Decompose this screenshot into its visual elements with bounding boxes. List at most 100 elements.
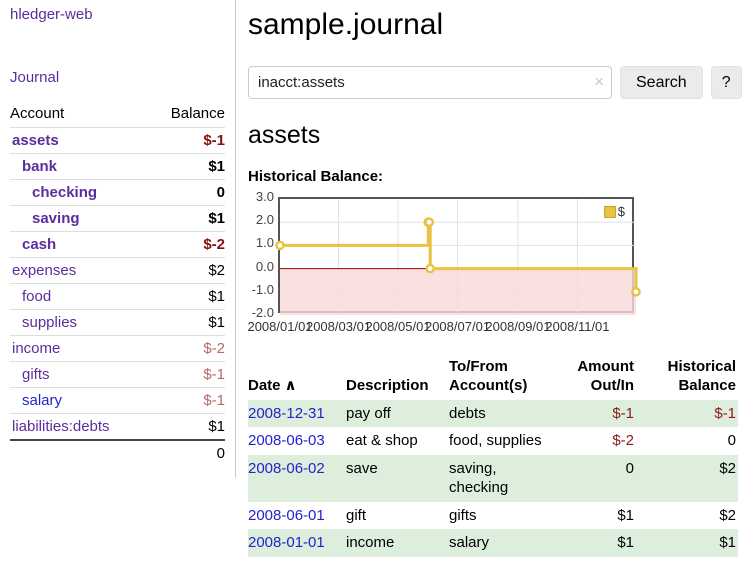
sidebar-account-link-income[interactable]: income — [12, 340, 61, 357]
transaction-date-link[interactable]: 2008-06-03 — [248, 432, 325, 449]
y-axis-tick-label: -1.0 — [251, 281, 274, 297]
sidebar-account-balance: 0 — [149, 179, 225, 206]
accounts-table: Account Balance assets $-1 bank $1 checking 0… — [10, 102, 225, 466]
register-cell-accounts: saving, checking — [449, 459, 509, 497]
register-header-balance[interactable]: Historical Balance — [667, 358, 736, 394]
register-header-date[interactable]: Date ∧ — [248, 376, 297, 394]
sidebar-account-row: food $1 — [10, 283, 225, 310]
sidebar-account-row: bank $1 — [10, 153, 225, 180]
sidebar-account-balance: $1 — [149, 153, 225, 180]
register-cell-accounts: food, supplies — [449, 432, 542, 449]
y-axis-tick-label: 2.0 — [255, 212, 274, 228]
y-axis-tick-label: 3.0 — [255, 189, 274, 204]
register-cell-accounts: salary — [449, 534, 490, 551]
x-axis-tick-label: 2008/09/01 — [485, 319, 551, 334]
sidebar-account-balance: $-2 — [149, 335, 225, 362]
accounts-total-row: 0 — [10, 439, 225, 466]
register-cell-balance: $1 — [719, 534, 736, 551]
register-row: 2008-06-01 gift gifts $1 $2 — [248, 502, 738, 530]
x-axis-tick-label: 2008/07/01 — [424, 319, 491, 334]
register-cell-amount: $1 — [617, 506, 634, 524]
search-input[interactable] — [248, 66, 612, 99]
accounts-total-value: 0 — [149, 439, 225, 466]
register-cell-amount: $-2 — [612, 432, 634, 449]
sidebar-content: hledger-web Journal Account Balance asse… — [0, 0, 236, 478]
sidebar-account-balance: $-1 — [149, 361, 225, 388]
sidebar-account-row: expenses $2 — [10, 257, 225, 284]
transaction-date-link[interactable]: 2008-06-01 — [248, 506, 325, 524]
register-row: 2008-12-31 pay off debts $-1 $-1 — [248, 399, 738, 427]
register-cell-amount: 0 — [625, 459, 634, 477]
register-header-description[interactable]: Description — [346, 376, 429, 394]
x-axis-tick-label: 2008/03/01 — [305, 319, 372, 334]
accounts-table-header: Account Balance — [10, 102, 225, 128]
spacer — [10, 439, 150, 466]
sidebar: hledger-web Journal Account Balance asse… — [0, 0, 236, 582]
register-cell-amount: $1 — [617, 534, 634, 551]
chart-canvas — [275, 199, 641, 315]
sidebar-account-balance: $2 — [149, 257, 225, 284]
transaction-date-link[interactable]: 2008-12-31 — [248, 404, 325, 422]
sidebar-account-link-gifts[interactable]: gifts — [22, 366, 50, 383]
register-cell-balance: $-1 — [714, 404, 736, 422]
register-cell-description: save — [346, 459, 378, 477]
search-help-button[interactable]: ? — [710, 66, 742, 99]
sidebar-account-balance: $1 — [149, 413, 225, 440]
sidebar-account-link-checking[interactable]: checking — [32, 184, 98, 201]
x-axis-tick-label: 2008/01/01 — [247, 319, 313, 334]
sidebar-account-row: checking 0 — [10, 179, 225, 206]
register-cell-description: income — [346, 534, 395, 551]
sidebar-account-balance: $-1 — [149, 387, 225, 414]
accounts-table-body: assets $-1 bank $1 checking 0 saving $1 cash $-2 e… — [10, 127, 225, 440]
search-bar: × Search ? — [248, 66, 742, 99]
chart-legend: $ — [601, 203, 627, 220]
register-cell-description: eat & shop — [346, 432, 418, 449]
register-cell-description: gift — [346, 506, 367, 524]
sidebar-account-link-supplies[interactable]: supplies — [22, 314, 78, 331]
register-cell-balance: $2 — [719, 459, 736, 477]
sidebar-account-row: assets $-1 — [10, 127, 225, 154]
main-content: sample.journal × Search ? assets Histori… — [236, 0, 742, 582]
brand-link[interactable]: hledger-web — [10, 6, 93, 23]
sidebar-item-journal[interactable]: Journal — [10, 69, 60, 86]
sidebar-account-link-liabilities-debts[interactable]: liabilities:debts — [12, 418, 110, 435]
register-header-row: Date ∧ Description To/From Account(s) Amo… — [248, 355, 738, 400]
search-field-wrap: × — [248, 66, 612, 99]
search-button[interactable]: Search — [620, 66, 703, 99]
sidebar-account-link-saving[interactable]: saving — [32, 210, 80, 227]
sidebar-account-row: liabilities:debts $1 — [10, 413, 225, 440]
sidebar-account-row: salary $-1 — [10, 387, 225, 414]
sidebar-account-link-assets[interactable]: assets — [12, 132, 59, 149]
transaction-date-link[interactable]: 2008-06-02 — [248, 459, 325, 477]
register-table: Date ∧ Description To/From Account(s) Amo… — [248, 355, 738, 557]
sidebar-account-link-bank[interactable]: bank — [22, 158, 58, 175]
legend-swatch-icon — [603, 205, 616, 218]
y-axis-tick-label: 1.0 — [255, 235, 274, 251]
sidebar-account-row: saving $1 — [10, 205, 225, 232]
page-title: sample.journal — [248, 8, 444, 41]
register-cell-balance: $2 — [719, 506, 736, 524]
register-header-amount[interactable]: Amount Out/In — [577, 358, 634, 394]
accounts-header-balance: Balance — [170, 105, 225, 122]
y-axis-tick-label: -2.0 — [251, 305, 274, 320]
sort-asc-icon: ∧ — [284, 376, 297, 394]
register-cell-amount: $-1 — [612, 404, 634, 422]
sidebar-account-link-food[interactable]: food — [22, 288, 52, 305]
sidebar-account-row: cash $-2 — [10, 231, 225, 258]
register-cell-description: pay off — [346, 404, 391, 422]
account-title: assets — [248, 121, 321, 149]
sidebar-account-row: supplies $1 — [10, 309, 225, 336]
sidebar-account-link-expenses[interactable]: expenses — [12, 262, 77, 279]
sidebar-account-row: income $-2 — [10, 335, 225, 362]
register-row: 2008-06-02 save saving, checking 0 $2 — [248, 454, 738, 502]
sidebar-account-link-cash[interactable]: cash — [22, 236, 57, 253]
y-axis-tick-label: 0.0 — [255, 258, 274, 274]
chart-title: Historical Balance: — [248, 168, 384, 185]
register-table-body: 2008-12-31 pay off debts $-1 $-1 2008-06-03 ea… — [248, 399, 738, 557]
register-header-accounts[interactable]: To/From Account(s) — [449, 358, 528, 394]
accounts-header-account: Account — [10, 105, 65, 122]
sidebar-account-link-salary[interactable]: salary — [22, 392, 63, 409]
clear-search-icon[interactable]: × — [594, 72, 604, 91]
transaction-date-link[interactable]: 2008-01-01 — [248, 534, 325, 551]
